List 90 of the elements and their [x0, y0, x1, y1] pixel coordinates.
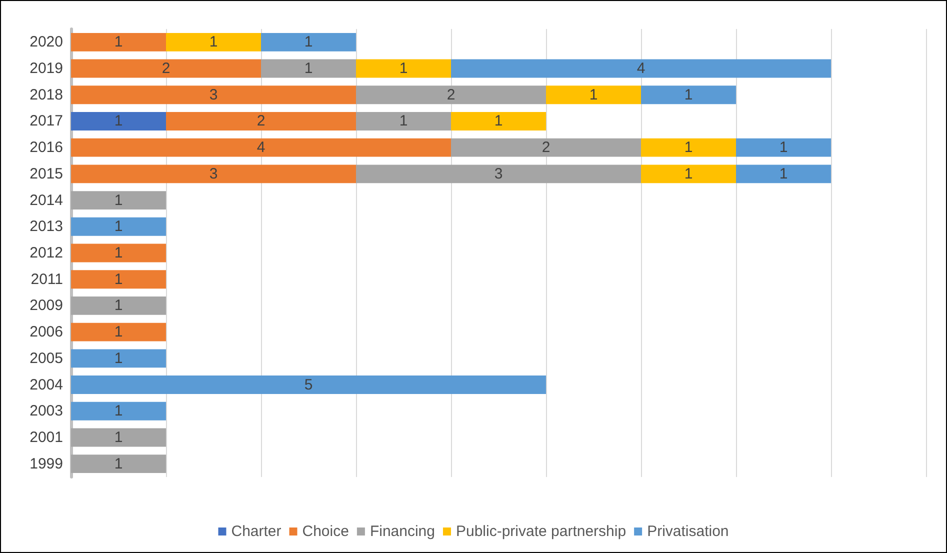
bar — [71, 86, 356, 104]
data-label: 1 — [209, 34, 218, 51]
data-label: 1 — [114, 455, 123, 472]
data-label: 1 — [114, 402, 123, 420]
data-label: 1 — [114, 270, 123, 288]
y-tick-label: 2016 — [30, 139, 63, 156]
data-label: 1 — [779, 165, 788, 182]
data-label: 1 — [684, 86, 693, 104]
y-tick-label: 2004 — [30, 376, 63, 394]
bar — [71, 270, 166, 289]
data-label: 1 — [304, 34, 313, 51]
bar — [356, 86, 546, 104]
data-label: 1 — [114, 192, 123, 209]
bar — [71, 112, 166, 130]
data-label: 3 — [209, 165, 218, 182]
data-label: 1 — [304, 60, 313, 78]
data-label: 5 — [304, 376, 313, 394]
bar — [356, 59, 451, 78]
bar — [736, 138, 831, 157]
y-tick-label: 2017 — [30, 112, 63, 130]
bar — [546, 86, 641, 104]
bar — [261, 59, 356, 78]
data-label: 1 — [589, 86, 598, 104]
bar — [71, 322, 166, 342]
y-tick-label: 2013 — [30, 218, 63, 236]
data-label: 1 — [114, 244, 123, 262]
data-label: 1 — [399, 112, 408, 130]
y-tick-label: 2020 — [30, 34, 63, 51]
data-label: 1 — [114, 428, 123, 446]
bar — [71, 164, 356, 184]
bar — [641, 164, 736, 184]
bar — [641, 138, 736, 157]
bar — [71, 296, 166, 315]
bar — [71, 32, 166, 52]
legend-label: Charter — [231, 523, 282, 540]
bar — [71, 59, 261, 78]
data-label: 1 — [399, 60, 408, 78]
bar — [71, 349, 166, 368]
bar — [356, 164, 641, 184]
y-tick-label: 2003 — [30, 402, 63, 420]
data-label: 1 — [114, 34, 123, 51]
y-tick-label: 2009 — [30, 297, 63, 314]
data-label: 2 — [256, 112, 266, 130]
y-tick-label: 2006 — [30, 324, 63, 341]
legend-label: Financing — [370, 523, 435, 540]
data-label: 3 — [209, 86, 218, 104]
data-label: 1 — [684, 165, 693, 182]
bar — [641, 86, 736, 104]
y-tick-label: 2015 — [30, 165, 63, 182]
bar — [71, 376, 546, 394]
y-tick-label: 2011 — [30, 270, 63, 288]
bar — [71, 217, 166, 236]
bar — [166, 32, 261, 52]
data-label: 1 — [684, 139, 693, 156]
data-label: 1 — [494, 112, 503, 130]
bar — [71, 428, 166, 447]
bar — [71, 454, 166, 474]
legend-label: Privatisation — [647, 523, 729, 540]
y-tick-label: 2014 — [30, 192, 63, 209]
y-tick-label: 2001 — [30, 428, 63, 446]
bar — [71, 191, 166, 210]
bar — [71, 138, 451, 157]
data-label: 4 — [636, 60, 646, 78]
y-tick-label: 2012 — [30, 244, 63, 262]
data-label: 1 — [114, 112, 123, 130]
data-label: 4 — [256, 139, 266, 156]
data-label: 1 — [779, 139, 788, 156]
y-tick-label: 1999 — [30, 455, 63, 472]
data-label: 2 — [162, 60, 170, 78]
bar — [451, 112, 546, 130]
bar — [356, 112, 451, 130]
y-tick-label: 2005 — [30, 350, 63, 367]
bar — [166, 112, 356, 130]
bar — [71, 244, 166, 262]
bar — [451, 138, 641, 157]
bar — [261, 32, 356, 52]
y-tick-label: 2018 — [30, 86, 63, 104]
bar — [451, 59, 831, 78]
data-label: 1 — [114, 297, 123, 314]
data-label: 3 — [494, 165, 503, 182]
bar — [71, 402, 166, 420]
y-tick-label: 2019 — [30, 60, 63, 78]
data-label: 1 — [114, 218, 123, 236]
data-label: 1 — [114, 324, 123, 341]
data-label: 2 — [446, 86, 456, 104]
data-label: 2 — [542, 139, 550, 156]
legend-label: Choice — [302, 523, 349, 540]
bar — [736, 164, 831, 184]
legend-label: Public-private partnership — [456, 523, 626, 540]
data-label: 1 — [114, 350, 123, 367]
